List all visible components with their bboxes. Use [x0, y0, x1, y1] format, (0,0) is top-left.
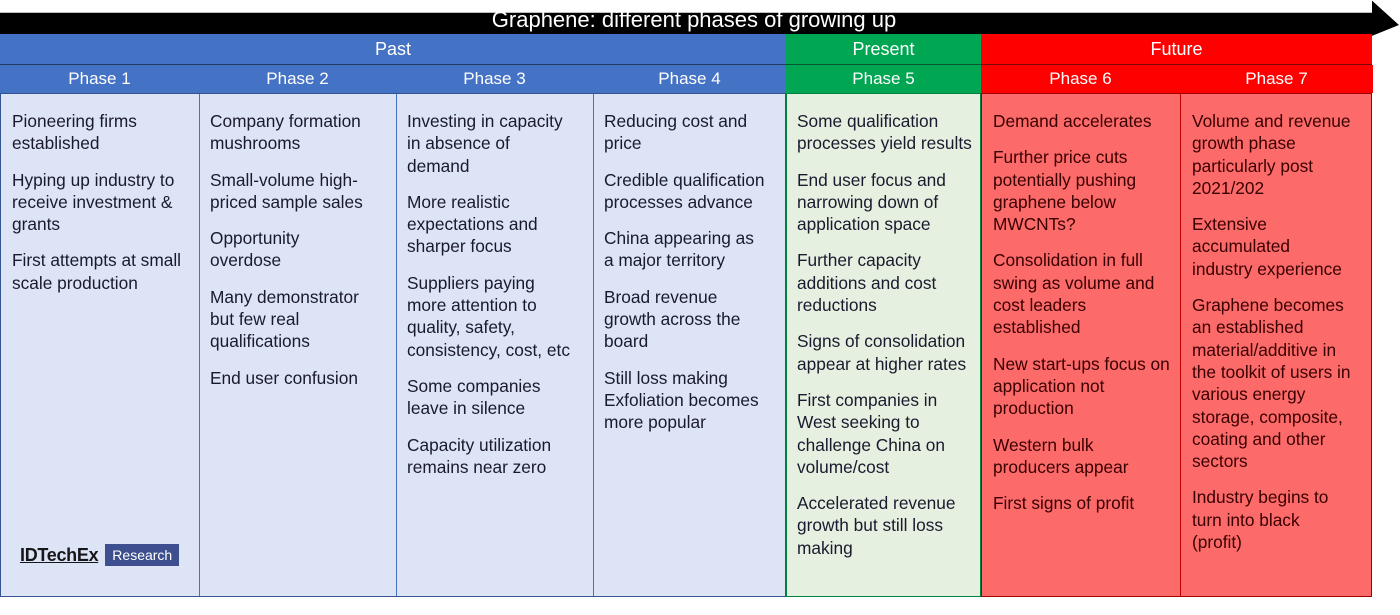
svg-text:Graphene: different phases of: Graphene: different phases of growing up	[492, 7, 896, 32]
